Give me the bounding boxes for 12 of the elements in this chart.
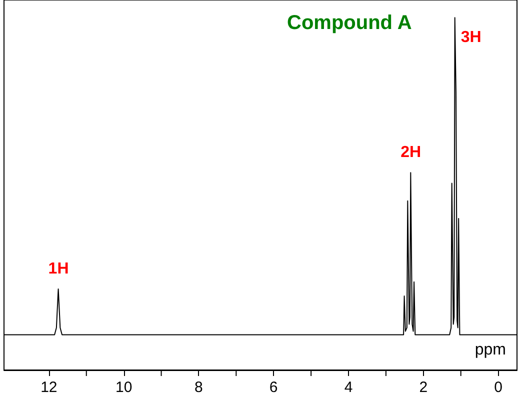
annotation: 2H	[400, 144, 422, 162]
annotation: 1H	[48, 260, 69, 278]
x-tick-label: 4	[344, 379, 353, 396]
x-tick-label: 6	[269, 379, 278, 396]
x-tick-label: 10	[115, 379, 132, 396]
x-tick-label: 8	[194, 379, 203, 396]
x-axis-title: ppm	[474, 342, 506, 358]
chart-title: Compound A	[287, 12, 412, 34]
x-tick-label: 12	[40, 379, 58, 396]
x-tick-label: 2	[419, 379, 428, 396]
x-tick-label: 0	[494, 379, 502, 396]
annotation: 3H	[460, 29, 482, 46]
